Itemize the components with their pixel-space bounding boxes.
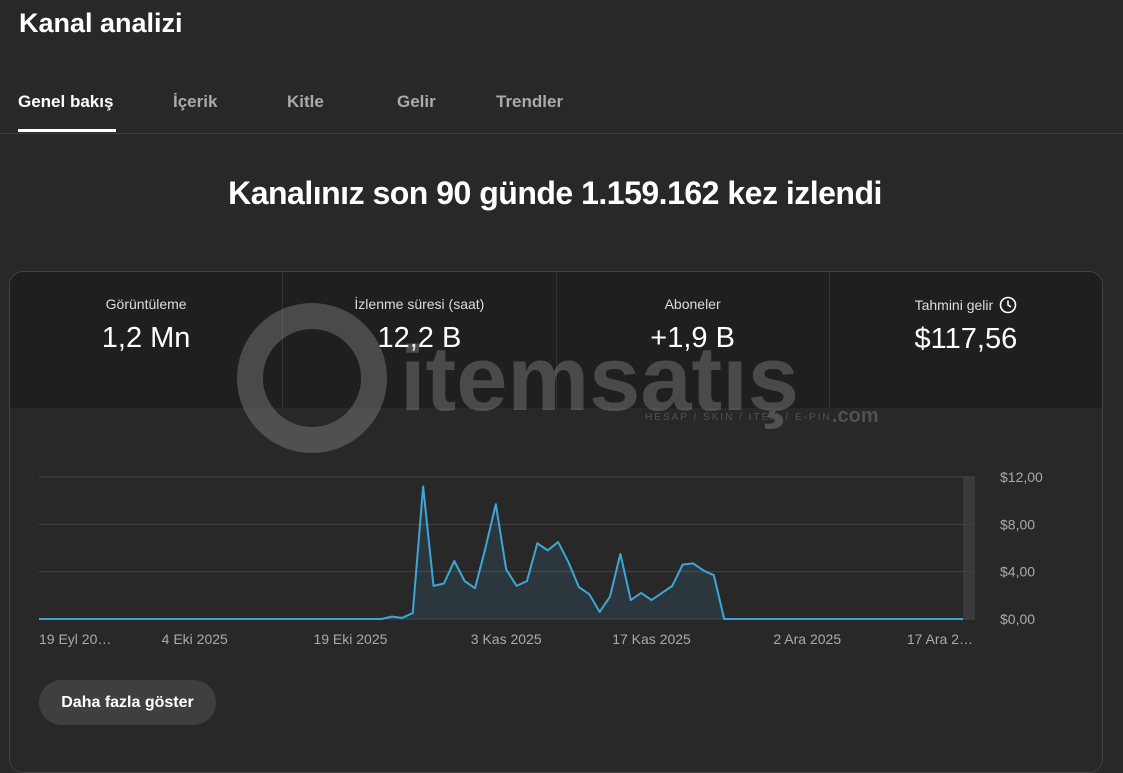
page-title: Kanal analizi — [19, 8, 183, 38]
metric-value: 1,2 Mn — [101, 322, 191, 354]
headline: Kanalınız son 90 günde 1.159.162 kez izl… — [228, 175, 882, 211]
show-more-button[interactable]: Daha fazla göster — [39, 680, 216, 725]
clock-icon — [999, 296, 1017, 314]
page: Kanal analizi Genel bakış İçerik Kitle G… — [0, 8, 1123, 773]
metric[interactable]: Aboneler +1,9 B — [557, 272, 830, 408]
tab[interactable]: Kitle — [287, 92, 324, 111]
tab[interactable]: Genel bakış — [18, 92, 114, 111]
metric-value: +1,9 B — [650, 322, 735, 354]
metric[interactable]: Tahmini gelir $117,56 — [830, 272, 1102, 408]
tab[interactable]: Gelir — [397, 92, 436, 111]
metric-label: İzlenme süresi (saat) — [354, 296, 485, 312]
tab[interactable]: İçerik — [173, 92, 218, 111]
metric-value: $117,56 — [914, 323, 1018, 355]
metric-label-wrap: Tahmini gelir — [915, 296, 1018, 314]
metric-label: Aboneler — [664, 296, 721, 312]
tab-indicator — [18, 129, 116, 132]
tab[interactable]: Trendler — [496, 92, 564, 111]
metrics-row: Görüntüleme 1,2 Mn İzlenme süresi (saat) 1… — [10, 272, 1102, 408]
metric-label: Görüntüleme — [105, 296, 187, 312]
divider — [0, 133, 1123, 134]
metric[interactable]: Görüntüleme 1,2 Mn — [10, 272, 284, 408]
metric-label: Tahmini gelir — [914, 297, 994, 313]
metric[interactable]: İzlenme süresi (saat) 12,2 B — [283, 272, 557, 408]
metric-value: 12,2 B — [377, 322, 462, 354]
